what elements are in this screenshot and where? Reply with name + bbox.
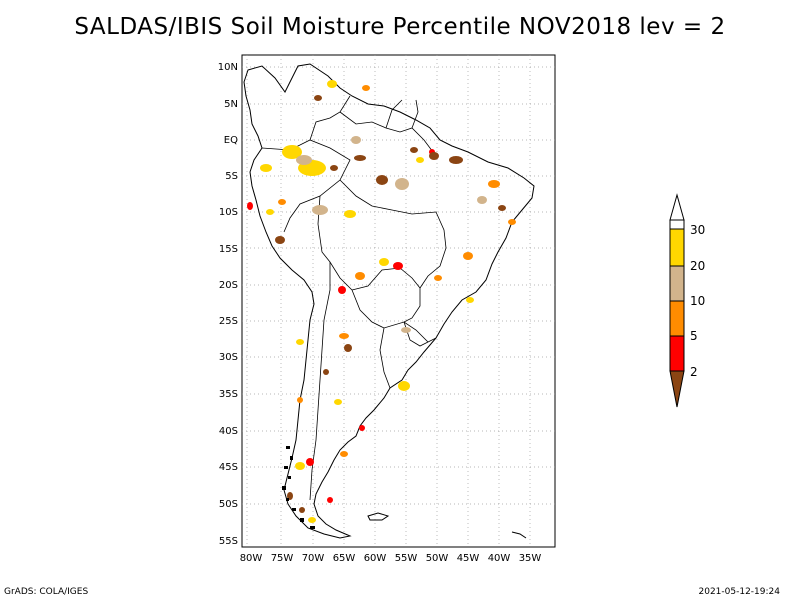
lat-label: 15S xyxy=(219,244,238,255)
longitude-labels: 80W 75W 70W 65W 60W 55W 50W 45W 40W 35W xyxy=(240,553,542,564)
percentile-patches xyxy=(247,80,527,539)
lat-label: 45S xyxy=(219,462,238,473)
lat-label: EQ xyxy=(224,135,238,146)
colorbar-segment-10-20 xyxy=(669,265,685,302)
lat-label: 50S xyxy=(219,499,238,510)
lat-label: 5N xyxy=(224,99,238,110)
colorbar-label: 30 xyxy=(690,223,705,237)
lat-label: 10S xyxy=(219,207,238,218)
colorbar-top-arrow xyxy=(669,193,685,221)
lat-label: 30S xyxy=(219,352,238,363)
colorbar-segment-20-30 xyxy=(669,228,685,267)
colorbar-segment-2-5 xyxy=(669,335,685,372)
colorbar-segment-30 xyxy=(669,219,685,230)
map-frame xyxy=(241,54,556,548)
lon-label: 65W xyxy=(333,553,356,564)
colorbar-label: 5 xyxy=(690,329,698,343)
colorbar xyxy=(669,193,685,408)
map-title: SALDAS/IBIS Soil Moisture Percentile NOV… xyxy=(74,14,726,40)
country-borders xyxy=(261,95,447,501)
lon-label: 35W xyxy=(519,553,542,564)
latitude-labels: 10N 5N EQ 5S 10S 15S 20S 25S 30S 35S 40S… xyxy=(218,62,238,547)
lon-label: 75W xyxy=(271,553,294,564)
lat-label: 40S xyxy=(219,426,238,437)
lon-label: 40W xyxy=(488,553,511,564)
colorbar-label: 20 xyxy=(690,259,705,273)
colorbar-label: 10 xyxy=(690,294,705,308)
lon-label: 70W xyxy=(302,553,325,564)
lon-label: 80W xyxy=(240,553,263,564)
lat-label: 5S xyxy=(225,171,238,182)
lat-label: 20S xyxy=(219,280,238,291)
colorbar-labels: 30 20 10 5 2 xyxy=(690,223,705,379)
colorbar-segment-5-10 xyxy=(669,300,685,337)
footer-timestamp: 2021-05-12-19:24 xyxy=(698,587,781,597)
lon-label: 50W xyxy=(426,553,449,564)
lat-label: 35S xyxy=(219,389,238,400)
lat-label: 55S xyxy=(219,536,238,547)
continent-outline xyxy=(243,63,535,539)
lat-label: 25S xyxy=(219,316,238,327)
lat-label: 10N xyxy=(218,62,238,73)
lon-label: 55W xyxy=(395,553,418,564)
lon-label: 45W xyxy=(457,553,480,564)
footer-credit: GrADS: COLA/IGES xyxy=(4,587,89,597)
colorbar-bottom-arrow xyxy=(669,370,685,408)
colorbar-label: 2 xyxy=(690,365,698,379)
lon-label: 60W xyxy=(364,553,387,564)
